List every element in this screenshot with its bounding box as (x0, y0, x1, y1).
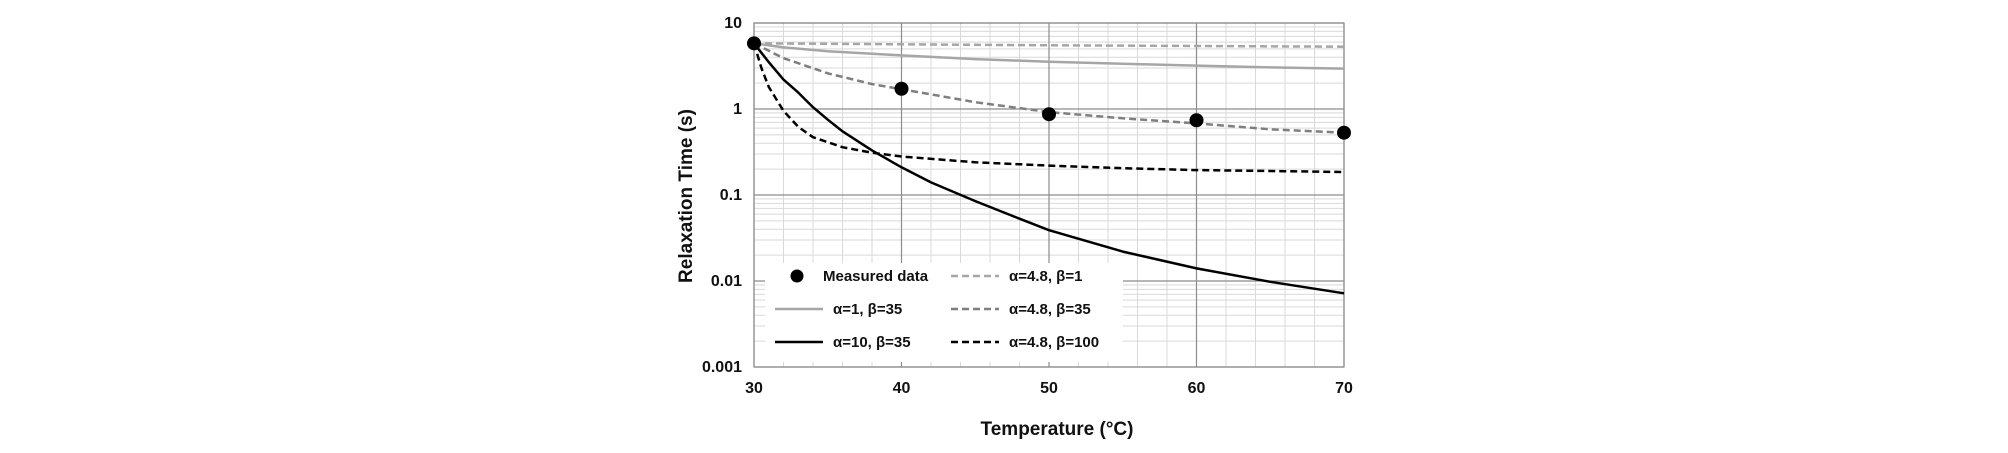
measured-data-point (1189, 113, 1204, 128)
y-axis-title: Relaxation Time (s) (676, 109, 697, 283)
measured-data-point (1337, 125, 1351, 140)
plot-frame (753, 22, 1345, 368)
measured-data-point (747, 36, 761, 51)
grid (753, 22, 1345, 368)
x-tick-label: 70 (1335, 380, 1353, 397)
y-tick-label: 1 (733, 101, 742, 118)
legend-label-4-8-100: α=4.8, β=100 (1009, 334, 1099, 351)
legend-marker (790, 269, 804, 283)
tick-labels: 30 40 50 60 70 0.001 0.01 0.1 1 10 (702, 15, 1353, 397)
y-tick-label: 0.1 (720, 187, 742, 204)
x-tick-label: 30 (745, 380, 763, 397)
legend-label-1-35: α=1, β=35 (833, 301, 902, 318)
series-line (753, 42, 1345, 134)
y-tick-label: 10 (724, 15, 742, 32)
series-layer (747, 36, 1351, 295)
legend-label-measured-data: Measured data (823, 268, 929, 285)
series-line (752, 42, 1345, 174)
legend-label-4-8-35: α=4.8, β=35 (1009, 301, 1091, 318)
x-axis-title: Temperature (°C) (981, 419, 1134, 440)
x-tick-label: 60 (1188, 380, 1206, 397)
x-tick-label: 50 (1040, 380, 1058, 397)
measured-data-point (1042, 107, 1056, 122)
legend: Measured data α=4.8, β=1 α=1, β=35 α=4.8, β… (765, 263, 1123, 362)
measured-data-point (894, 81, 909, 96)
series-line (753, 42, 1345, 70)
legend-label-10-35: α=10, β=35 (833, 334, 911, 351)
y-tick-label: 0.001 (702, 359, 742, 376)
x-tick-label: 40 (893, 380, 911, 397)
y-tick-label: 0.01 (711, 273, 742, 290)
series-line (753, 42, 1345, 295)
legend-box (765, 263, 1123, 362)
legend-label-4-8-1: α=4.8, β=1 (1009, 268, 1082, 285)
